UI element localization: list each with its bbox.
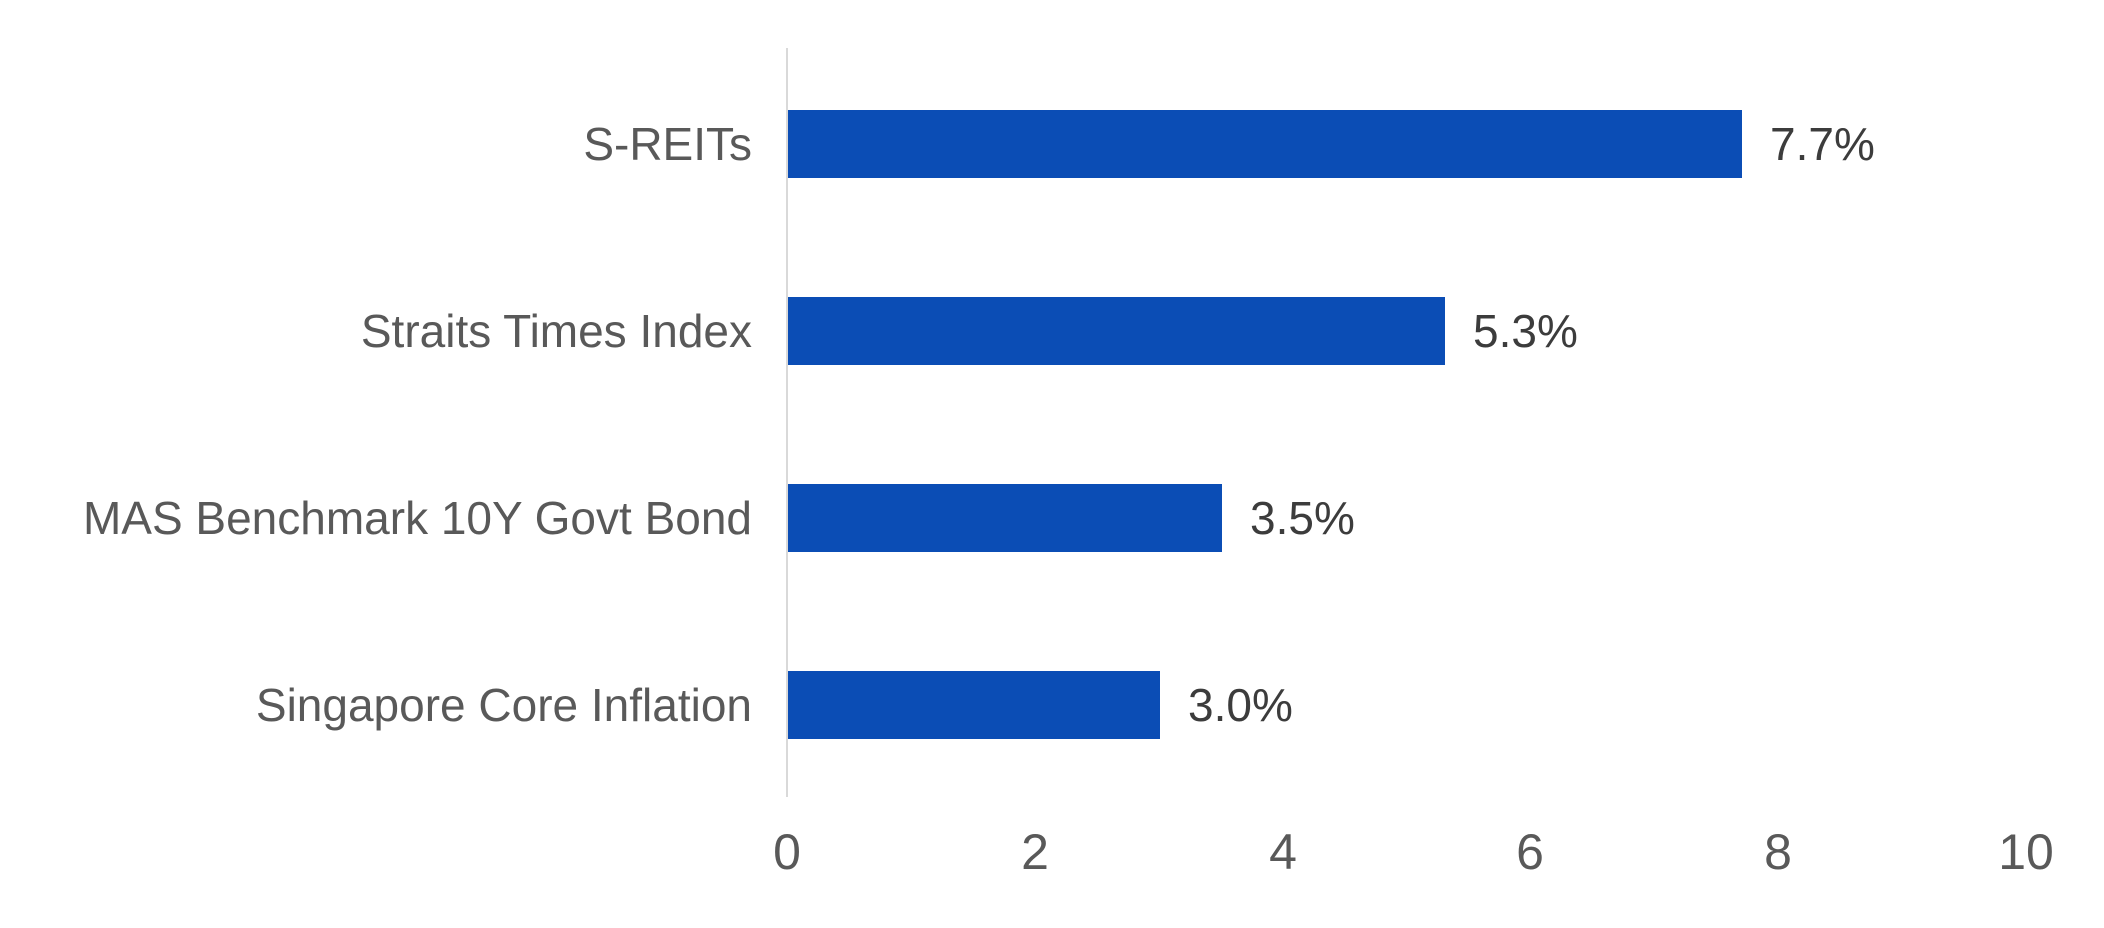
bar-row: MAS Benchmark 10Y Govt Bond 3.5% (0, 484, 2104, 552)
y-axis-line (786, 48, 788, 797)
bar (788, 110, 1742, 178)
bar (788, 484, 1222, 552)
x-tick-label: 6 (1516, 824, 1544, 880)
bar-row: Straits Times Index 5.3% (0, 297, 2104, 365)
value-label: 3.5% (1250, 492, 1355, 544)
x-tick-label: 4 (1269, 824, 1297, 880)
bar-row: Singapore Core Inflation 3.0% (0, 671, 2104, 739)
x-tick-label: 0 (773, 824, 801, 880)
value-label: 3.0% (1188, 679, 1293, 731)
category-label: S-REITs (583, 118, 752, 170)
x-tick-label: 10 (1998, 824, 2054, 880)
value-label: 5.3% (1473, 305, 1578, 357)
category-label: MAS Benchmark 10Y Govt Bond (82, 492, 752, 544)
x-tick-label: 2 (1021, 824, 1049, 880)
value-label: 7.7% (1770, 118, 1875, 170)
bar (788, 671, 1160, 739)
x-tick-label: 8 (1764, 824, 1792, 880)
category-label: Straits Times Index (360, 305, 752, 357)
category-label: Singapore Core Inflation (255, 679, 752, 731)
bar-row: S-REITs 7.7% (0, 110, 2104, 178)
bar (788, 297, 1445, 365)
